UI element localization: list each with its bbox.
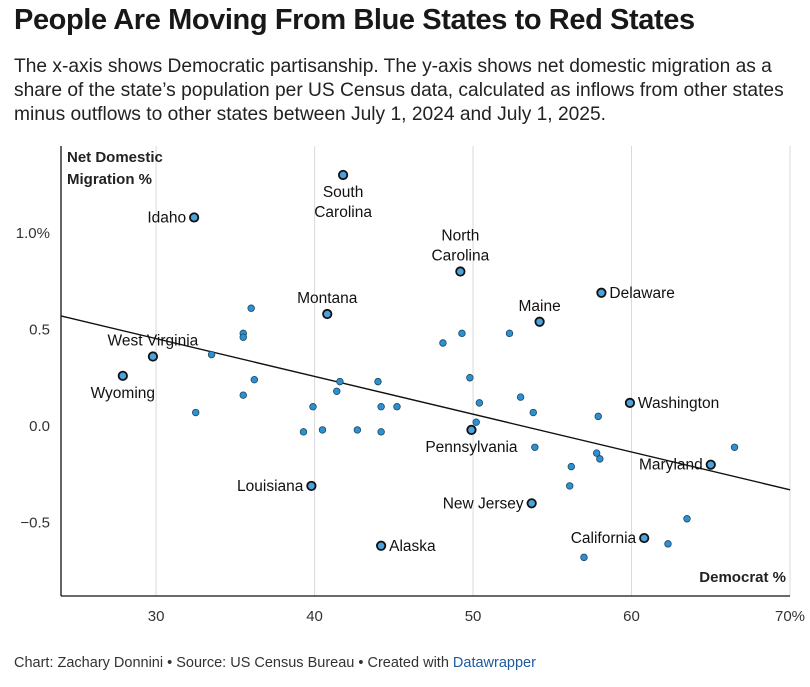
y-axis-title: Net Domestic Migration % <box>67 149 163 188</box>
data-point-louisiana[interactable] <box>306 480 317 492</box>
data-point-alaska[interactable] <box>376 540 387 551</box>
data-point-montana[interactable] <box>322 308 333 320</box>
label-idaho: Idaho <box>147 209 186 226</box>
data-point[interactable] <box>458 329 466 338</box>
label-west-virginia: West Virginia <box>108 333 199 350</box>
data-point[interactable] <box>333 387 341 395</box>
data-point-california[interactable] <box>639 532 650 544</box>
x-tick-label: 40 <box>306 608 323 625</box>
chart-subtitle: The x-axis shows Democratic partisanship… <box>14 56 784 125</box>
data-point[interactable] <box>299 428 308 436</box>
data-point[interactable] <box>580 553 588 562</box>
data-point[interactable] <box>472 418 480 426</box>
label-wyoming: Wyoming <box>91 385 155 402</box>
data-point[interactable] <box>393 403 401 411</box>
data-point[interactable] <box>475 399 484 407</box>
x-tick-label: 30 <box>148 608 165 625</box>
data-point[interactable] <box>374 377 382 386</box>
axis-ticks: 30 40 50 60 70% 1.0% 0.5 0.0 −0.5 <box>16 225 805 625</box>
label-south-carolina: Carolina <box>314 204 372 221</box>
x-tick-label: 60 <box>623 608 640 625</box>
data-point[interactable] <box>377 403 385 411</box>
scatter-chart: 30 40 50 60 70% 1.0% 0.5 0.0 −0.5 Net Domestic M… <box>16 146 805 625</box>
data-point[interactable] <box>516 393 525 401</box>
data-point[interactable] <box>318 426 327 434</box>
gridlines <box>155 146 791 596</box>
data-point[interactable] <box>353 426 362 434</box>
y-tick-label: 0.0 <box>29 418 50 435</box>
data-point-maryland[interactable] <box>705 459 716 470</box>
footer-credit: Chart: Zachary Donnini • Source: US Cens… <box>14 655 453 671</box>
label-montana: Montana <box>297 290 358 307</box>
y-axis-title-line-1: Net Domestic <box>67 149 163 166</box>
trendline <box>60 315 791 491</box>
chart-title: People Are Moving From Blue States to Re… <box>14 4 695 36</box>
data-points <box>117 169 739 562</box>
label-louisiana: Louisiana <box>237 478 304 495</box>
data-point-wyoming[interactable] <box>117 370 128 381</box>
data-point-south-carolina[interactable] <box>337 169 349 181</box>
y-axis-title-line-2: Migration % <box>67 171 152 188</box>
data-point[interactable] <box>596 455 604 463</box>
data-point[interactable] <box>529 408 537 417</box>
data-point[interactable] <box>594 412 602 421</box>
label-north-carolina: Carolina <box>431 248 489 265</box>
x-tick-label: 50 <box>465 608 482 625</box>
label-washington: Washington <box>638 395 719 412</box>
data-point[interactable] <box>592 449 601 457</box>
data-point[interactable] <box>466 374 474 382</box>
y-tick-label: 0.5 <box>29 321 50 338</box>
data-point[interactable] <box>309 403 317 411</box>
data-point[interactable] <box>664 540 672 548</box>
label-california: California <box>571 530 637 547</box>
label-south-carolina: South <box>323 184 364 201</box>
data-point[interactable] <box>567 462 575 471</box>
data-point-west-virginia[interactable] <box>147 351 159 362</box>
label-new-jersey: New Jersey <box>443 495 524 512</box>
data-point-north-carolina[interactable] <box>455 266 466 277</box>
data-point[interactable] <box>730 443 739 451</box>
data-point-maine[interactable] <box>534 316 545 327</box>
data-point-new-jersey[interactable] <box>526 498 537 509</box>
data-point[interactable] <box>239 391 247 399</box>
data-point-idaho[interactable] <box>189 212 200 223</box>
data-point[interactable] <box>439 339 447 347</box>
data-point-pennsylvania[interactable] <box>466 424 477 436</box>
data-point[interactable] <box>207 350 216 359</box>
data-point[interactable] <box>250 375 259 384</box>
label-alaska: Alaska <box>389 538 436 555</box>
data-point[interactable] <box>247 304 255 312</box>
data-point[interactable] <box>505 329 514 338</box>
x-axis-title: Democrat % <box>699 569 786 586</box>
label-north-carolina: North <box>441 228 479 245</box>
y-tick-label: −0.5 <box>20 515 50 532</box>
data-point[interactable] <box>377 428 385 436</box>
datawrapper-link[interactable]: Datawrapper <box>452 655 536 671</box>
label-delaware: Delaware <box>609 285 674 302</box>
data-point[interactable] <box>336 377 344 386</box>
data-point[interactable] <box>683 515 691 523</box>
chart-footer: Chart: Zachary Donnini • Source: US Cens… <box>14 655 536 671</box>
data-point[interactable] <box>566 482 574 490</box>
label-pennsylvania: Pennsylvania <box>425 439 518 456</box>
data-point[interactable] <box>239 333 247 341</box>
data-point[interactable] <box>531 443 539 451</box>
x-tick-label: 70% <box>775 608 805 625</box>
label-maryland: Maryland <box>639 457 703 474</box>
label-maine: Maine <box>518 298 560 315</box>
y-tick-label: 1.0% <box>16 225 50 242</box>
data-point[interactable] <box>192 408 200 417</box>
point-labels: South Carolina Idaho North Carolina Delaware M… <box>91 184 720 555</box>
data-point-washington[interactable] <box>624 397 636 408</box>
data-point-delaware[interactable] <box>596 287 607 298</box>
